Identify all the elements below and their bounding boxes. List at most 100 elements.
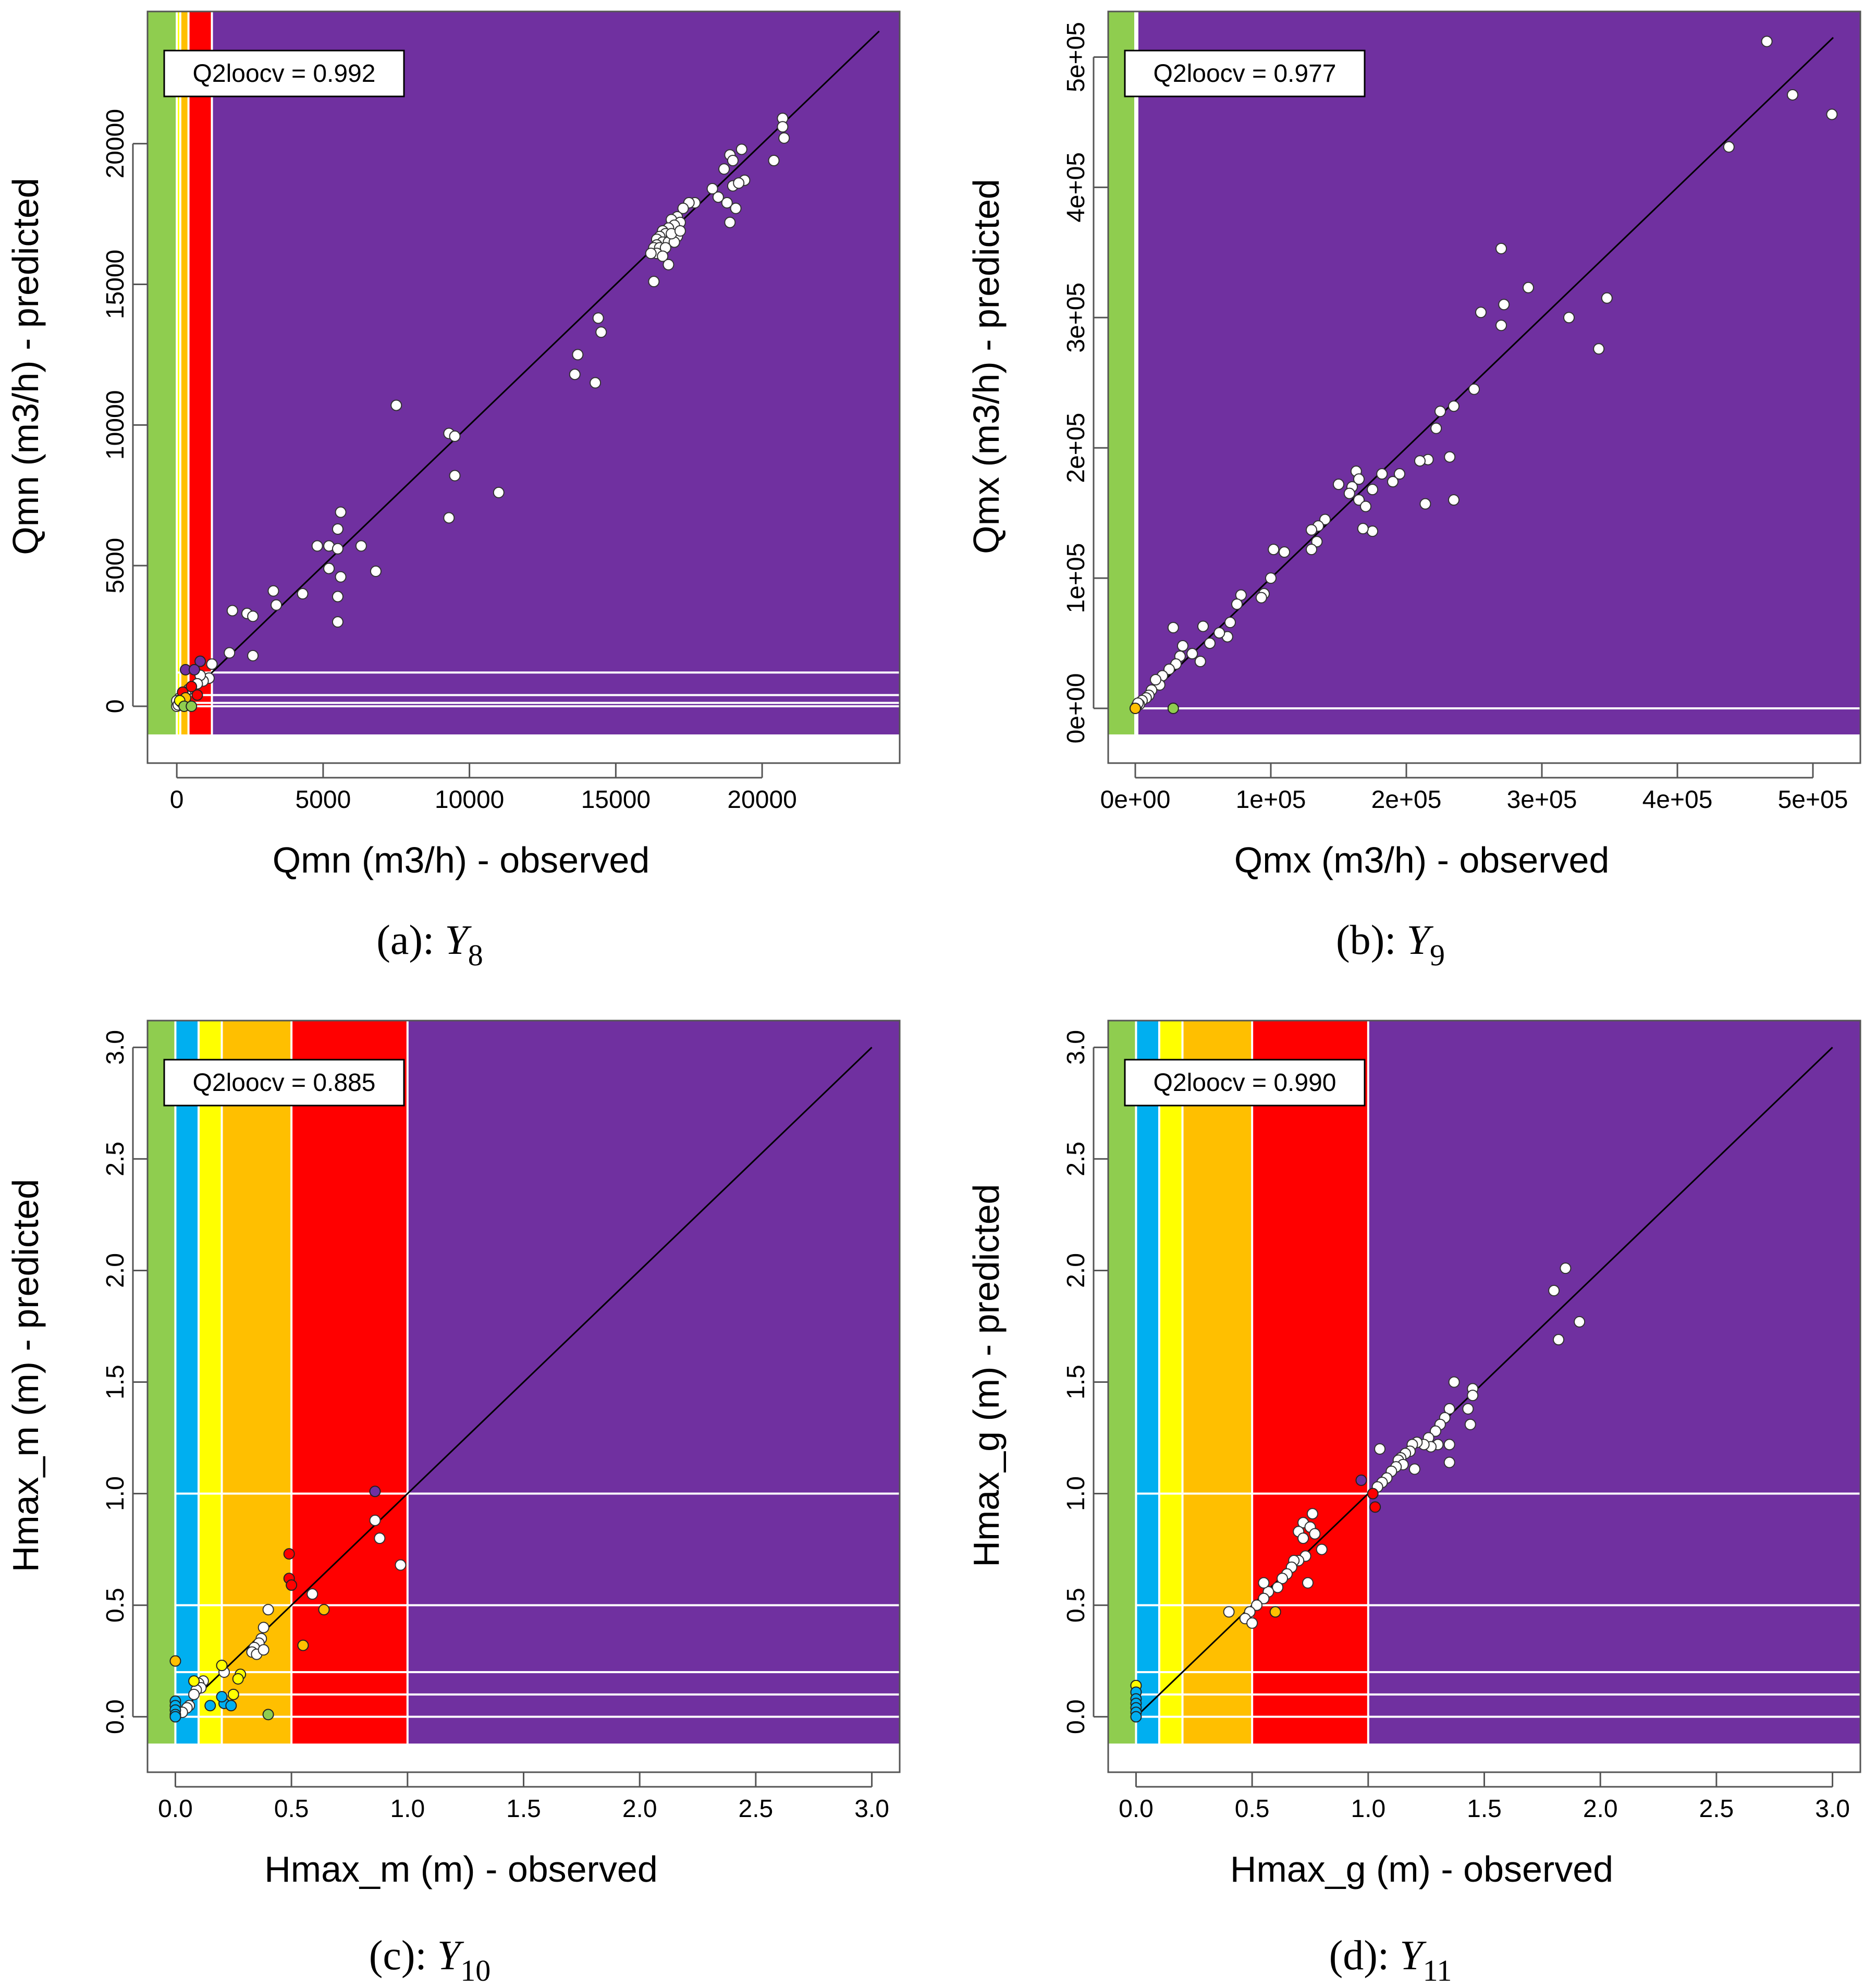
data-point (1429, 1425, 1441, 1437)
data-point (257, 1644, 269, 1656)
data-point-red (191, 689, 203, 701)
band-purple (212, 11, 900, 734)
caption-subscript: 8 (468, 938, 483, 972)
band-red (291, 1021, 408, 1744)
x-axis-title: Qmn (m3/h) - observed (273, 840, 650, 880)
y-axis-title: Hmax_g (m) - predicted (966, 1184, 1007, 1567)
data-point (323, 562, 335, 574)
data-point-cyan (169, 1711, 181, 1723)
data-point (1343, 487, 1355, 499)
data-point (677, 202, 689, 214)
band-yellow (198, 1021, 222, 1744)
data-point (449, 430, 461, 442)
data-point (1443, 1439, 1455, 1451)
data-point (1277, 1573, 1289, 1585)
data-point (332, 523, 344, 535)
data-point (1560, 1262, 1572, 1274)
data-point (733, 177, 745, 189)
band-orange (180, 11, 189, 734)
data-point-red (1369, 1501, 1381, 1513)
data-point (1574, 1316, 1586, 1328)
data-point (735, 143, 747, 155)
data-point (777, 121, 789, 133)
data-point (1374, 1443, 1386, 1455)
y-tick-label: 0 (102, 700, 129, 714)
y-tick-label: 0.5 (102, 1588, 129, 1623)
data-point (1408, 1463, 1420, 1475)
q2-label: Q2loocv = 0.885 (193, 1069, 376, 1097)
data-point (657, 250, 669, 262)
y-tick-label: 1.5 (1062, 1365, 1090, 1400)
data-point-orange (318, 1604, 330, 1616)
panel-caption: (d): Y11 (1329, 1933, 1452, 1987)
y-tick-label: 0.0 (102, 1699, 129, 1734)
data-point (1306, 1508, 1318, 1520)
data-point (1601, 292, 1613, 304)
band-purple (407, 1021, 900, 1744)
data-point (1357, 523, 1369, 535)
data-point (1316, 1543, 1328, 1555)
data-point (1367, 484, 1378, 496)
data-point (706, 183, 718, 195)
data-point (271, 599, 283, 611)
data-point (1553, 1334, 1565, 1346)
x-tick-label: 1e+05 (1236, 786, 1306, 814)
data-point (590, 377, 602, 389)
x-tick-label: 2.5 (739, 1795, 774, 1823)
data-point (370, 565, 382, 577)
x-tick-label: 1.5 (1467, 1795, 1502, 1823)
data-point (1231, 598, 1243, 610)
band-yellow (177, 11, 180, 734)
data-point (226, 605, 238, 617)
data-point-yellow (216, 1660, 228, 1672)
caption-variable: Y (1400, 1933, 1427, 1979)
y-tick-label: 2.5 (1062, 1142, 1090, 1176)
data-point (1761, 35, 1773, 47)
data-point-cyan (1130, 1711, 1142, 1723)
data-point (1563, 312, 1575, 324)
x-tick-label: 2.5 (1699, 1795, 1734, 1823)
data-point (1448, 400, 1460, 412)
data-point (449, 470, 461, 482)
x-tick-label: 20000 (727, 786, 796, 814)
band-cyan (1136, 1021, 1159, 1744)
band-orange (222, 1021, 292, 1744)
data-point-red (286, 1579, 298, 1591)
y-tick-label: 5000 (102, 538, 129, 594)
q2-label: Q2loocv = 0.990 (1154, 1069, 1336, 1097)
y-tick-label: 0.0 (1062, 1699, 1090, 1734)
data-point (724, 216, 736, 228)
data-point-orange (297, 1639, 309, 1651)
x-axis-title: Hmax_g (m) - observed (1230, 1849, 1613, 1889)
plot-area (1108, 11, 1860, 763)
data-point (1223, 1606, 1235, 1618)
band-green (1108, 1021, 1136, 1744)
data-point (1787, 89, 1798, 101)
x-tick-label: 0 (170, 786, 184, 814)
data-point (1467, 1390, 1479, 1402)
data-point (1414, 455, 1426, 467)
data-point (206, 658, 218, 670)
data-point (224, 647, 236, 659)
data-point (332, 543, 344, 555)
data-point (1495, 320, 1507, 332)
y-tick-label: 2.0 (1062, 1253, 1090, 1288)
data-point (1548, 1284, 1560, 1296)
data-point (1194, 656, 1206, 668)
data-point (374, 1532, 386, 1544)
data-point (721, 197, 733, 208)
data-point-cyan (204, 1700, 216, 1712)
data-point (311, 540, 323, 552)
bottom-strip (148, 734, 900, 763)
data-point (1353, 473, 1365, 485)
data-point-yellow (188, 1675, 200, 1687)
data-point (1224, 617, 1236, 629)
data-point (1251, 1599, 1263, 1611)
x-tick-label: 3.0 (854, 1795, 889, 1823)
data-point (730, 202, 742, 214)
data-point (355, 540, 367, 552)
data-point (1448, 1376, 1460, 1388)
caption-prefix: (d): (1329, 1933, 1400, 1979)
data-point-purple (1355, 1474, 1367, 1486)
panel-caption: (c): Y10 (369, 1933, 491, 1987)
